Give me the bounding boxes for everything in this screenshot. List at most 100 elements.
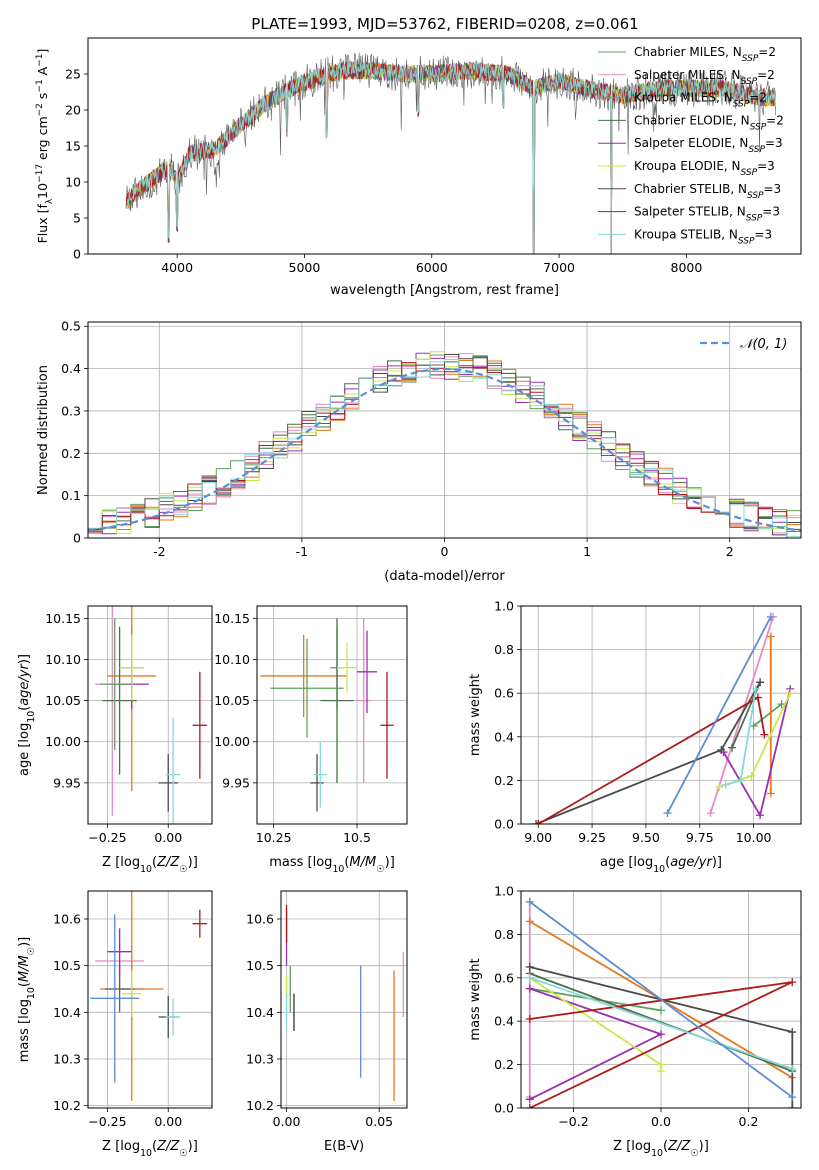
axes-frame (520, 890, 802, 1109)
residual-histogram-panel: -2 -1 0 1 2 0 0.1 0.2 0.3 0.4 0.5 (data-model)/erro… (36, 319, 802, 584)
y-tick-label: 10.3 (53, 1052, 81, 1067)
label-part: 10 (651, 1148, 663, 1159)
y-axis-label-group: Flux [fλ10−17 erg cm−2 s−1 A−1] (35, 49, 55, 244)
weight-line (753, 703, 783, 727)
label-part: age/yr (17, 662, 32, 705)
y-axis-label-group: mass weight (468, 674, 483, 756)
histogram-step (88, 354, 801, 536)
label-part: ] (193, 855, 198, 870)
label-part: age/yr (670, 855, 713, 870)
x-tick-label: 0.00 (154, 1114, 182, 1129)
label-part: ) (17, 659, 32, 664)
legend-text: =3 (754, 227, 772, 241)
plot-area (285, 905, 404, 1101)
y-tick-label: 10.6 (53, 912, 81, 927)
legend-text: Chabrier ELODIE, N (634, 113, 750, 127)
weight-marker (766, 789, 775, 798)
y-tick-label: 10.15 (214, 611, 250, 626)
weight-marker (657, 1030, 665, 1039)
x-tick-label: 0.00 (154, 830, 182, 845)
weight-marker (534, 820, 543, 824)
weight-marker (760, 730, 769, 739)
legend-text: =2 (766, 113, 784, 127)
label-part: 10 (35, 183, 50, 199)
label-part: ) (188, 855, 193, 870)
y-tick-label: 9.95 (53, 775, 81, 790)
label-part: ] (193, 1139, 198, 1154)
weight-marker (788, 1104, 797, 1108)
y-tick-label: 0.1 (61, 488, 81, 503)
label-part: ☉ (179, 864, 187, 875)
y-axis-label: age [log10(age/yr)] (17, 654, 37, 776)
label-part: age [ (600, 855, 633, 870)
y-tick-label: 0.2 (494, 773, 514, 788)
x-tick-label: 0.0 (651, 1114, 671, 1129)
plot-area (260, 618, 394, 812)
label-part: log (120, 855, 140, 870)
x-tick-label: −0.2 (558, 1114, 588, 1129)
label-part: wavelength [Angstrom, rest frame] (330, 283, 559, 298)
mass-vs-EBV-panel: 0.00 0.05 10.2 10.3 10.4 10.5 10.6 E(B-V) (246, 890, 408, 1154)
y-axis-label-group: mass weight (468, 958, 483, 1040)
x-tick-label: 4000 (161, 260, 193, 275)
x-tick-label: 10.00 (736, 830, 772, 845)
legend-sub: SSP (750, 122, 767, 132)
normal-curve (88, 367, 801, 532)
label-part: 10 (653, 864, 665, 875)
mass-weight-vs-Z-panel: −0.2 0.0 0.2 0.0 0.2 0.4 0.6 0.8 1.0 Z [log10(Z/Z… (468, 884, 802, 1159)
y-tick-label: 10.10 (45, 652, 81, 667)
y-tick-label: 10.10 (214, 652, 250, 667)
label-part: s (35, 93, 50, 104)
weight-line (529, 972, 793, 1072)
weight-marker (525, 1015, 534, 1024)
y-tick-label: 0 (73, 531, 81, 546)
label-part: −17 (35, 164, 45, 183)
label-part: Z [ (102, 855, 120, 870)
legend-label: Salpeter MILES, NSSP=2 (634, 68, 775, 87)
histogram-step (88, 352, 801, 538)
label-part: ☉ (376, 864, 384, 875)
y-tick-label: 25 (65, 67, 81, 82)
label-part: −1 (35, 54, 45, 67)
label-part: 10 (26, 711, 37, 723)
legend-text: Salpeter STELIB, N (634, 205, 746, 219)
label-part: 10 (140, 1148, 152, 1159)
plot-area (532, 612, 795, 824)
y-tick-label: 0.2 (61, 446, 81, 461)
y-axis-label-group: mass [log10(M/M☉)] (17, 937, 37, 1063)
y-tick-label: 20 (65, 103, 81, 118)
x-tick-label: −0.25 (88, 830, 126, 845)
axes-frame (520, 605, 802, 825)
y-tick-label: 1.0 (494, 884, 514, 899)
y-tick-label: 10.3 (246, 1052, 274, 1067)
label-part: ] (704, 1139, 709, 1154)
legend-sub: SSP (742, 54, 759, 64)
plot-area (88, 351, 801, 538)
legend-label: Chabrier ELODIE, NSSP=2 (634, 113, 784, 132)
x-tick-label: 10.5 (343, 830, 371, 845)
age-vs-mass-panel: 10.25 10.5 9.95 10.00 10.05 10.10 10.15 mass [l… (214, 605, 408, 875)
legend-label: Chabrier MILES, NSSP=2 (634, 45, 776, 64)
label-part: Flux [f (35, 204, 50, 244)
label-part: ) (17, 942, 32, 947)
x-tick-label: 5000 (289, 260, 321, 275)
y-tick-label: 0.5 (61, 319, 81, 334)
y-tick-label: 10.00 (45, 734, 81, 749)
weight-marker (786, 689, 795, 698)
label-part: ] (17, 937, 32, 942)
plot-area (90, 891, 208, 1101)
panels: 4000 5000 6000 7000 80000510152025wavelength… (17, 37, 802, 1159)
legend-text: Kroupa STELIB, N (634, 227, 738, 241)
label-part: ) (385, 855, 390, 870)
y-axis-label-group: Normed distribution (36, 365, 51, 495)
weight-line (666, 616, 772, 814)
label-part: Z [ (613, 1139, 631, 1154)
label-part: 10 (140, 864, 152, 875)
legend-sub: SSP (741, 168, 758, 178)
weight-marker (715, 782, 724, 791)
label-part: log (17, 999, 32, 1019)
weight-marker (747, 772, 756, 781)
plot-area (125, 52, 776, 254)
